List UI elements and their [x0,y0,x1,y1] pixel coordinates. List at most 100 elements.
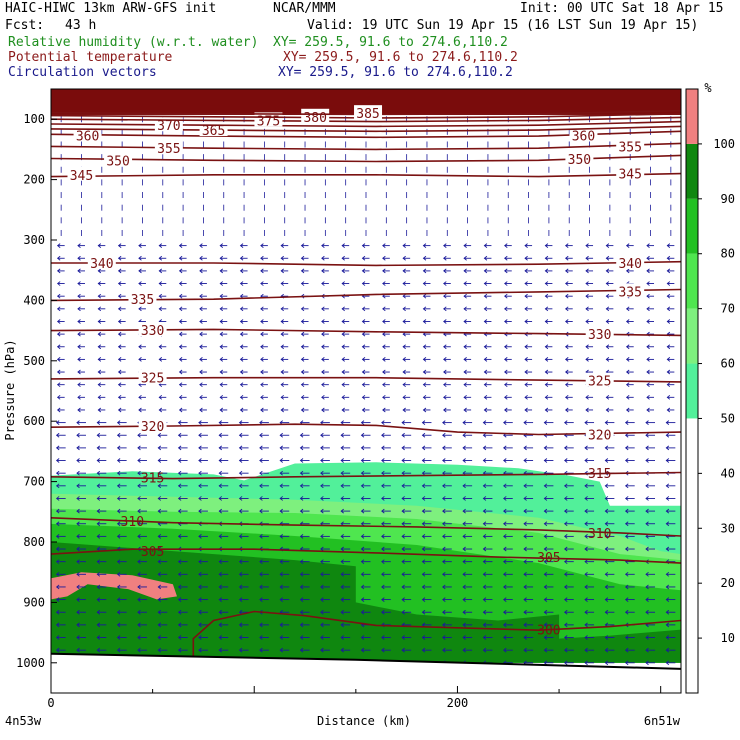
vector-arrow-head [77,394,81,400]
vector-arrow-head [443,407,447,413]
vector-arrow-head [503,609,507,615]
vector-arrow-head [402,281,406,286]
vector-arrow-head [360,609,365,615]
vector-arrow-head [219,357,224,362]
vector-arrow-head [503,496,507,501]
vector-arrow-head [584,445,588,451]
vector-arrow-head [402,306,406,312]
vector-arrow-head [443,281,447,286]
vector-arrow-head [55,508,60,514]
vector-arrow-head [645,546,649,552]
vector-arrow-head [544,344,549,350]
vector-arrow-head [259,483,263,489]
vector-arrow-head [605,268,610,274]
vector-arrow-head [299,470,304,476]
vector-arrow-head [280,357,284,362]
vector-arrow-head [299,584,304,590]
vector-arrow-head [585,268,589,274]
vector-arrow-head [665,571,670,577]
vector-arrow-head [483,281,488,286]
institution-label: NCAR/MMM [273,1,336,16]
vector-arrow-head [381,609,385,615]
vector-arrow-head [116,609,121,615]
theta-label-bg [585,372,614,387]
vector-arrow-head [321,281,325,286]
vector-arrow-head [238,458,243,463]
theta-label-350: 350 [568,153,591,168]
vector-arrow-head [504,306,508,312]
vector-arrow-head [462,432,466,438]
theta-label-bg [354,105,383,120]
vector-arrow-head [402,268,406,274]
vector-arrow-head [564,546,568,552]
vector-arrow-head [523,483,527,489]
vector-arrow-head [177,622,182,628]
theta-label-bg [254,112,283,127]
theta-label-bg [128,291,157,306]
vector-arrow-head [198,571,202,577]
vector-arrow-head [564,597,568,602]
vector-arrow-head [401,571,405,577]
vector-arrow-head [584,534,588,539]
vector-arrow-head [665,458,670,463]
vector-arrow-head [239,357,244,362]
vector-arrow-head [361,268,366,274]
vector-arrow-head [157,571,162,577]
vector-arrow-head [260,243,264,248]
vector-arrow-head [503,445,507,451]
vector-arrow-head [382,243,386,248]
vector-arrow-head [239,243,244,248]
vector-arrow-head [645,635,649,640]
vector-arrow-head [482,521,487,527]
vector-arrow-head [665,660,670,666]
vector-arrow-head [584,496,588,501]
vector-arrow-head [77,255,81,261]
vector-arrow-head [482,496,487,501]
vector-arrow-head [463,319,467,324]
vector-arrow-head [382,331,386,337]
vector-arrow-head [382,407,386,413]
vector-arrow-head [76,635,80,640]
vector-arrow-head [117,369,122,375]
vector-arrow-head [320,534,324,539]
vector-arrow-head [116,521,121,527]
vector-arrow-head [260,357,264,362]
vector-arrow-head [604,534,609,539]
vector-arrow-head [76,546,80,552]
vector-arrow-head [260,319,264,324]
vector-arrow-head [280,268,284,274]
vector-arrow-head [157,483,162,489]
theta-label-345: 345 [70,169,93,184]
vector-arrow-head [117,357,122,362]
vector-arrow-head [55,534,60,539]
vector-arrow-head [503,584,507,590]
colorbar-tick-label: 30 [721,521,735,535]
vector-arrow-head [402,344,406,350]
vector-arrow-head [585,243,589,248]
vector-arrow-head [238,622,243,628]
vector-arrow-head [137,559,141,565]
vector-arrow-head [564,559,568,565]
vector-arrow-head [625,243,630,248]
vector-arrow-head [381,445,385,451]
vector-arrow-head [96,584,101,590]
vector-arrow-head [117,293,122,299]
vector-arrow-head [97,394,102,400]
vector-arrow-head [604,496,609,501]
vector-arrow-head [218,420,223,425]
vector-arrow-head [503,635,507,640]
vector-arrow-head [280,407,284,413]
vector-arrow-head [625,344,630,350]
vector-arrow-head [238,559,243,565]
vector-arrow-head [504,243,508,248]
vector-arrow-head [239,293,244,299]
vector-arrow-head [259,559,263,565]
vector-arrow-head [401,597,405,602]
vector-arrow-head [321,344,325,350]
vector-arrow-head [646,319,650,324]
vector-arrow-head [360,647,365,653]
theta-label-330: 330 [588,328,611,343]
vector-arrow-head [117,243,122,248]
vector-arrow-head [340,559,344,565]
vector-arrow-head [422,293,427,299]
